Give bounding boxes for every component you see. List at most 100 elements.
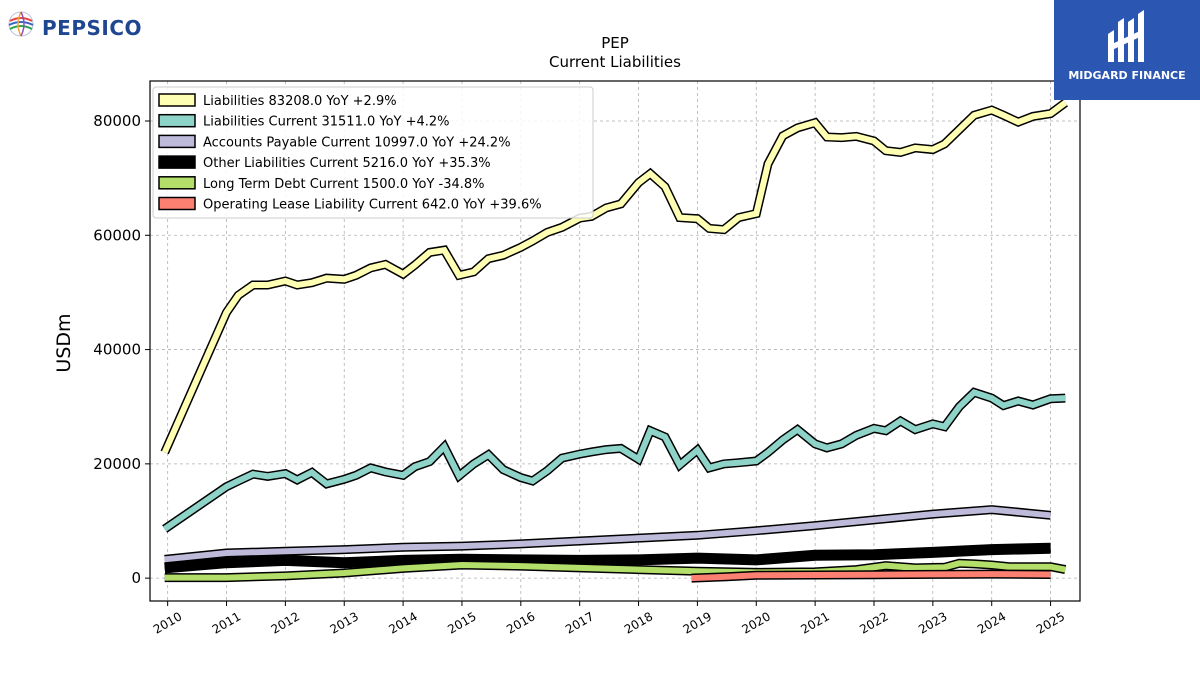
- series-point: [344, 279, 345, 280]
- series-point: [915, 429, 916, 430]
- series-line-path: [161, 100, 1068, 454]
- series-point: [650, 173, 651, 174]
- series-line-path: [164, 543, 1051, 573]
- series-point: [959, 563, 960, 564]
- series-point: [697, 450, 698, 451]
- legend-swatch: [158, 176, 196, 190]
- series-point: [815, 525, 816, 526]
- series-point: [297, 479, 298, 480]
- series-point: [874, 428, 875, 429]
- y-tick-label: 0: [131, 569, 141, 587]
- legend-swatch: [158, 196, 196, 211]
- series-point: [856, 569, 857, 570]
- series-point: [579, 560, 580, 561]
- series-point: [532, 481, 533, 482]
- series-point: [900, 421, 901, 422]
- series-point: [164, 577, 165, 578]
- series-point: [756, 461, 757, 462]
- series-point: [874, 519, 875, 520]
- series-point: [356, 475, 357, 476]
- series-point: [709, 467, 710, 468]
- series-line-path: [691, 571, 1051, 582]
- series-point: [253, 285, 254, 286]
- y-tick-label: 60000: [93, 226, 141, 244]
- legend-label: Liabilities Current 31511.0 YoY +4.2%: [203, 115, 450, 130]
- x-tick-label: 2020: [740, 609, 773, 636]
- series-point: [459, 475, 460, 476]
- series-point: [944, 143, 945, 144]
- legend-label: Liabilities 83208.0 YoY +2.9%: [203, 94, 397, 109]
- series-point: [226, 486, 227, 487]
- series-point: [756, 530, 757, 531]
- series-point: [650, 430, 651, 431]
- chart-legend: Liabilities 83208.0 YoY +2.9% Liabilities…: [152, 86, 594, 219]
- series-point: [1065, 398, 1066, 399]
- series-point: [841, 137, 842, 138]
- series-line: [691, 569, 1051, 583]
- series-point: [444, 446, 445, 447]
- legend-swatch: [158, 113, 196, 128]
- series-point: [356, 275, 357, 276]
- series-point: [638, 569, 639, 570]
- series-point: [1003, 115, 1004, 116]
- series-point: [991, 110, 992, 111]
- legend-label: Operating Lease Liability Current 642.0 …: [203, 198, 542, 213]
- pepsico-logo-text: PEPSICO: [42, 16, 143, 40]
- legend-items: Liabilities 83208.0 YoY +2.9% Liabilities…: [158, 93, 542, 213]
- series-point: [638, 459, 639, 460]
- legend-swatch: [158, 155, 196, 169]
- series-point: [520, 543, 521, 544]
- series-point: [932, 574, 933, 575]
- series-point: [344, 549, 345, 550]
- series-point: [768, 163, 769, 164]
- series-point: [1050, 113, 1051, 114]
- series-point: [326, 278, 327, 279]
- series-point: [285, 473, 286, 474]
- series-point: [503, 255, 504, 256]
- series-point: [267, 285, 268, 286]
- series-point: [620, 203, 621, 204]
- series-point: [429, 461, 430, 462]
- series-point: [344, 573, 345, 574]
- series-point: [344, 562, 345, 563]
- series-point: [974, 115, 975, 116]
- series-point: [856, 435, 857, 436]
- series-point: [297, 285, 298, 286]
- series-line: [160, 99, 1068, 455]
- series-point: [444, 250, 445, 251]
- series-point: [403, 274, 404, 275]
- series-point: [579, 541, 580, 542]
- legend-label: Long Term Debt Current 1500.0 YoY -34.8%: [203, 177, 485, 192]
- series-point: [620, 448, 621, 449]
- series-point: [756, 213, 757, 214]
- legend-label: Other Liabilities Current 5216.0 YoY +35…: [203, 156, 491, 171]
- pepsico-globe-icon: [8, 11, 34, 37]
- chart-title: PEP: [601, 34, 629, 52]
- series-point: [226, 577, 227, 578]
- series-point: [638, 559, 639, 560]
- series-point: [697, 571, 698, 572]
- chart-subtitle: Current Liabilities: [549, 53, 681, 71]
- series-point: [488, 454, 489, 455]
- series-point: [520, 566, 521, 567]
- series-point: [311, 472, 312, 473]
- series-point: [520, 559, 521, 560]
- plot-frame: [149, 80, 1081, 602]
- series-point: [1065, 569, 1066, 570]
- series-point: [679, 217, 680, 218]
- y-tick-label: 80000: [93, 112, 141, 130]
- series-point: [429, 252, 430, 253]
- series-point: [403, 560, 404, 561]
- series-point: [991, 509, 992, 510]
- series-point: [473, 463, 474, 464]
- series-point: [900, 152, 901, 153]
- series-point: [782, 439, 783, 440]
- series-line: [164, 505, 1052, 564]
- series-point: [462, 559, 463, 560]
- legend-swatch: [158, 134, 196, 149]
- series-line-path: [163, 388, 1066, 532]
- series-point: [874, 554, 875, 555]
- series-point: [691, 578, 692, 579]
- series-point: [1032, 116, 1033, 117]
- x-tick-label: 2016: [504, 609, 537, 636]
